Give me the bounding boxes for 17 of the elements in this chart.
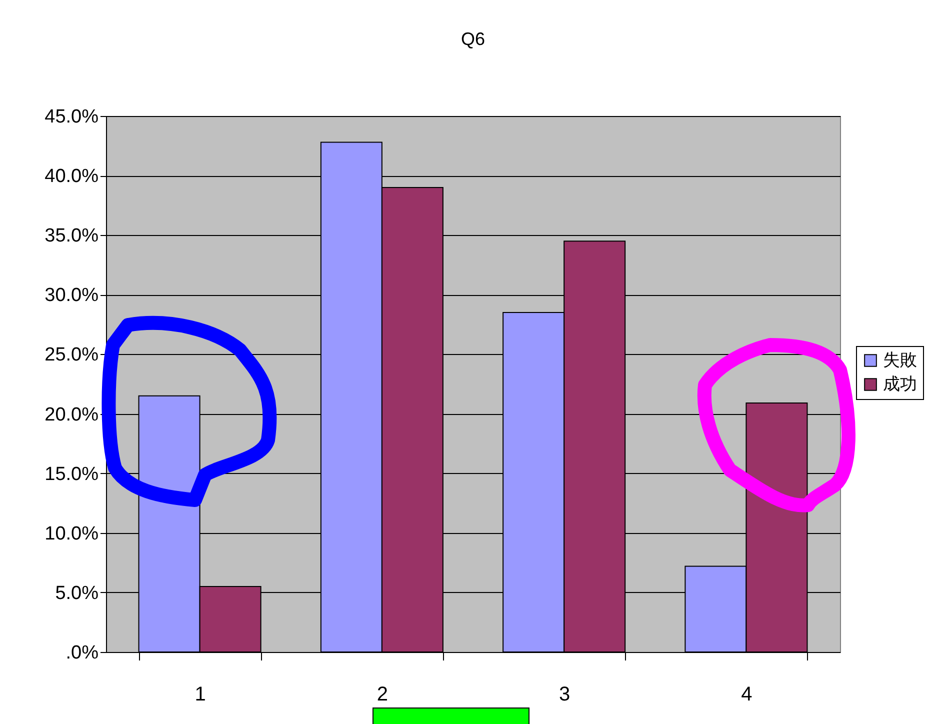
x-tick-label: 4 [741,684,752,706]
y-tick-label: 15.0% [44,464,99,485]
y-tick-label: 20.0% [44,404,99,426]
legend-label: 成功 [883,374,917,394]
x-tick-label: 2 [376,684,388,706]
y-tick-label: 45.0% [44,106,99,128]
legend-label: 失敗 [883,350,917,370]
y-tick-label: 5.0% [55,582,99,604]
y-tick-label: 40.0% [44,166,99,188]
y-tick-label: 10.0% [44,523,99,544]
y-tick-label: .0% [66,642,99,664]
x-tick-label: 1 [194,684,206,706]
y-tick-label: 25.0% [44,344,99,366]
chart-title: Q6 [460,29,486,49]
y-tick-label: 30.0% [44,285,99,306]
x-tick-label: 3 [559,684,570,706]
y-tick-label: 35.0% [44,226,99,247]
